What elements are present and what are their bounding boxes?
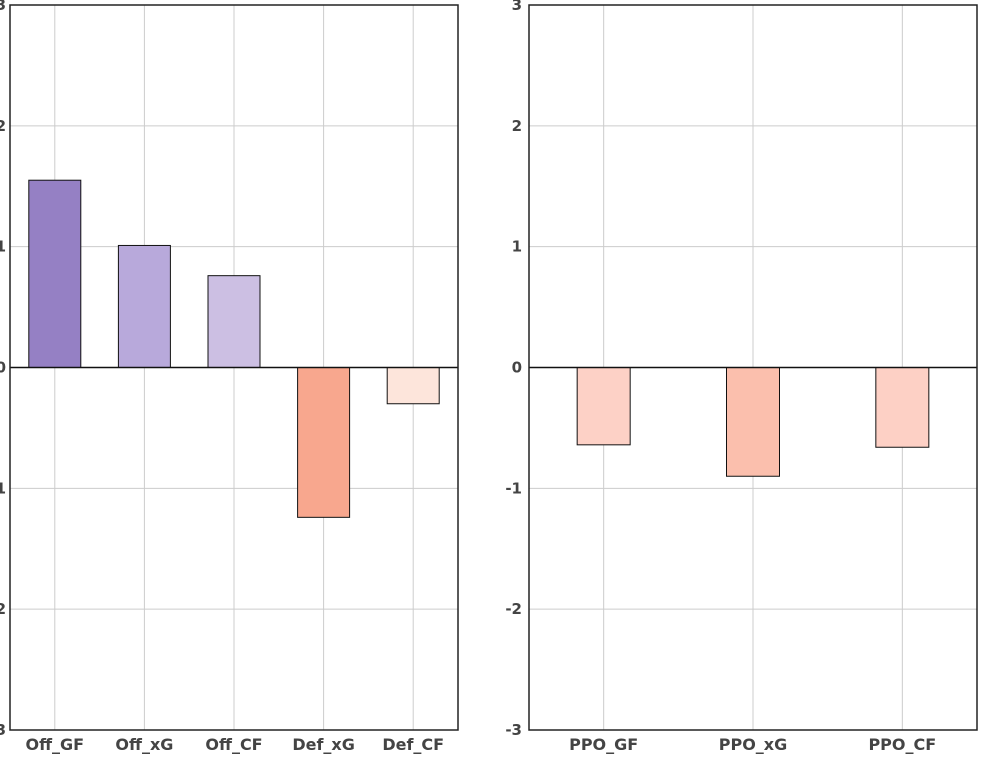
x-tick-label: Off_GF — [25, 735, 84, 754]
x-tick-label: PPO_xG — [719, 735, 788, 754]
y-tick-label: 2 — [0, 117, 6, 135]
x-tick-label: PPO_CF — [868, 735, 936, 754]
bar-off-cf — [207, 275, 261, 368]
bar-ppo-cf — [875, 367, 930, 448]
right-chart-panel: 3 2 1 0 -1 -2 -3 PPO_GF PPO_xG PPO_CF — [505, 0, 978, 754]
y-tick-label: 2 — [0, 600, 6, 618]
x-tick-label: Def_xG — [292, 735, 355, 754]
y-tick-label: -3 — [505, 721, 522, 739]
y-tick-label: 2 — [512, 117, 522, 135]
plot-frame — [528, 4, 978, 731]
bar-off-gf — [28, 179, 82, 368]
bar-ppo-xg — [726, 367, 780, 477]
y-tick-label: 1 — [0, 238, 6, 256]
plot-frame — [9, 4, 459, 731]
bar-def-cf — [386, 367, 440, 405]
y-tick-label: 0 — [512, 359, 522, 377]
bar-def-xg — [297, 367, 351, 518]
y-tick-label: 1 — [0, 479, 6, 497]
bar-off-xg — [117, 244, 171, 368]
y-tick-label: -1 — [505, 479, 522, 497]
left-chart-panel: 3 2 1 0 1 2 3 Off_GF Off_xG Off_CF Def_xG Def_CF — [0, 0, 459, 754]
x-tick-label: Off_CF — [205, 735, 262, 754]
y-tick-label: -2 — [505, 600, 522, 618]
y-tick-label: 0 — [0, 359, 6, 377]
y-tick-label: 3 — [512, 0, 522, 14]
y-tick-label: 3 — [0, 721, 6, 739]
x-tick-label: Def_CF — [382, 735, 444, 754]
y-tick-label: 3 — [0, 0, 6, 14]
bar-ppo-gf — [576, 367, 631, 446]
y-tick-label: 1 — [512, 238, 522, 256]
x-tick-label: PPO_GF — [569, 735, 638, 754]
x-tick-label: Off_xG — [115, 735, 173, 754]
